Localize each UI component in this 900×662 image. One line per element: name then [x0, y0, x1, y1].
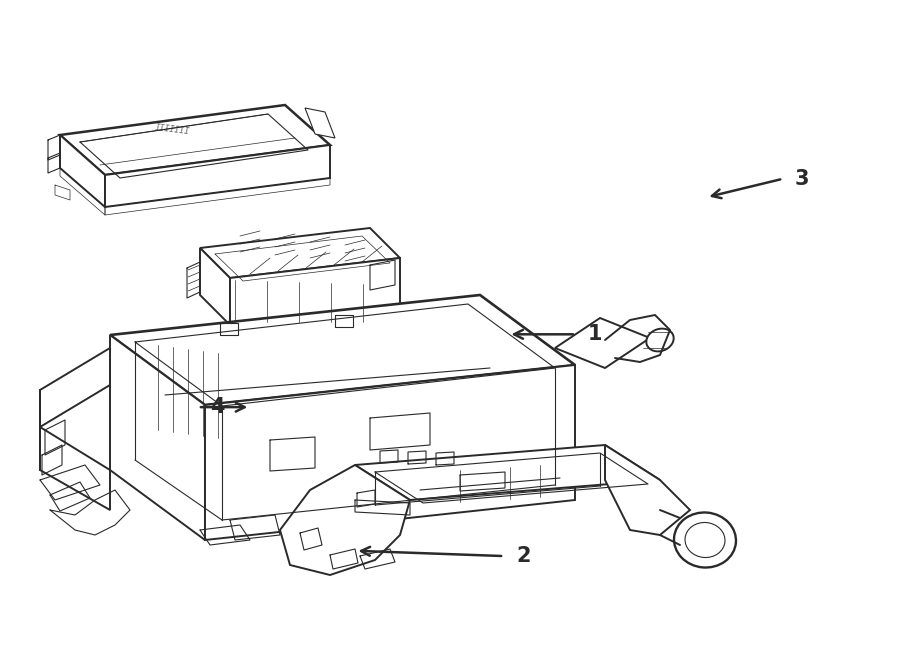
- Polygon shape: [305, 108, 335, 138]
- Polygon shape: [280, 465, 410, 575]
- Ellipse shape: [646, 328, 674, 352]
- Text: 4: 4: [210, 397, 224, 417]
- Polygon shape: [555, 318, 650, 368]
- Polygon shape: [355, 445, 660, 500]
- Polygon shape: [60, 135, 105, 207]
- Polygon shape: [60, 105, 330, 175]
- Ellipse shape: [674, 512, 736, 567]
- Text: 2: 2: [516, 546, 530, 566]
- Text: 1: 1: [588, 324, 602, 344]
- Text: IIIIIII: IIIIIII: [154, 123, 190, 136]
- Polygon shape: [40, 348, 110, 427]
- Polygon shape: [605, 445, 690, 535]
- Polygon shape: [110, 335, 205, 540]
- Polygon shape: [205, 365, 575, 540]
- Polygon shape: [230, 258, 400, 325]
- Polygon shape: [105, 145, 330, 207]
- Polygon shape: [200, 248, 230, 325]
- Text: 3: 3: [795, 169, 809, 189]
- Polygon shape: [200, 228, 400, 278]
- Polygon shape: [110, 295, 575, 405]
- Ellipse shape: [685, 522, 725, 557]
- Polygon shape: [40, 427, 110, 510]
